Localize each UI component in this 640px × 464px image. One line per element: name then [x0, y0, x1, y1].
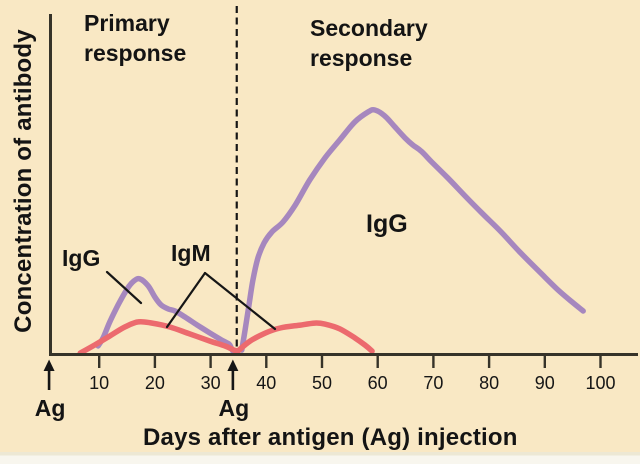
x-tick-label-50: 50: [311, 373, 333, 393]
x-tick-label-60: 60: [367, 373, 388, 393]
x-axis-label: Days after antigen (Ag) injection: [143, 424, 518, 451]
y-axis-label: Concentration of antibody: [10, 29, 37, 333]
ag-arrow-head-1: [43, 359, 55, 371]
x-tick-label-80: 80: [479, 373, 500, 393]
igm-secondary-curve: [235, 320, 375, 354]
igm-label-leader-line: [203, 271, 277, 331]
igg-primary-curve: [95, 275, 236, 354]
x-tick-label-70: 70: [423, 373, 444, 393]
x-tick-label-10: 10: [89, 373, 110, 393]
x-tick-label-100: 100: [585, 373, 616, 393]
igm-curve-label: IgM: [171, 240, 211, 266]
x-tick-label-20: 20: [144, 373, 165, 393]
ag-injection-label-2: Ag: [218, 395, 250, 421]
primary-response-title: Primary response: [84, 10, 187, 66]
ag-injection-label-1: Ag: [34, 395, 66, 421]
igg-primary-curve-label: IgG: [62, 245, 101, 271]
igg-secondary-curve: [239, 106, 586, 353]
igg-secondary-curve-label: IgG: [366, 210, 408, 238]
igg-primary-label-leader-line: [105, 270, 143, 305]
bottom-edge-strip: [0, 452, 640, 464]
x-tick-label-30: 30: [200, 373, 221, 393]
x-tick-label-40: 40: [256, 373, 277, 393]
ag-arrow-head-2: [227, 359, 239, 371]
secondary-response-title: Secondary response: [310, 15, 428, 71]
igm-primary-curve: [77, 318, 241, 356]
x-tick-label-90: 90: [534, 373, 555, 393]
igm-label-leader-line: [165, 271, 207, 329]
